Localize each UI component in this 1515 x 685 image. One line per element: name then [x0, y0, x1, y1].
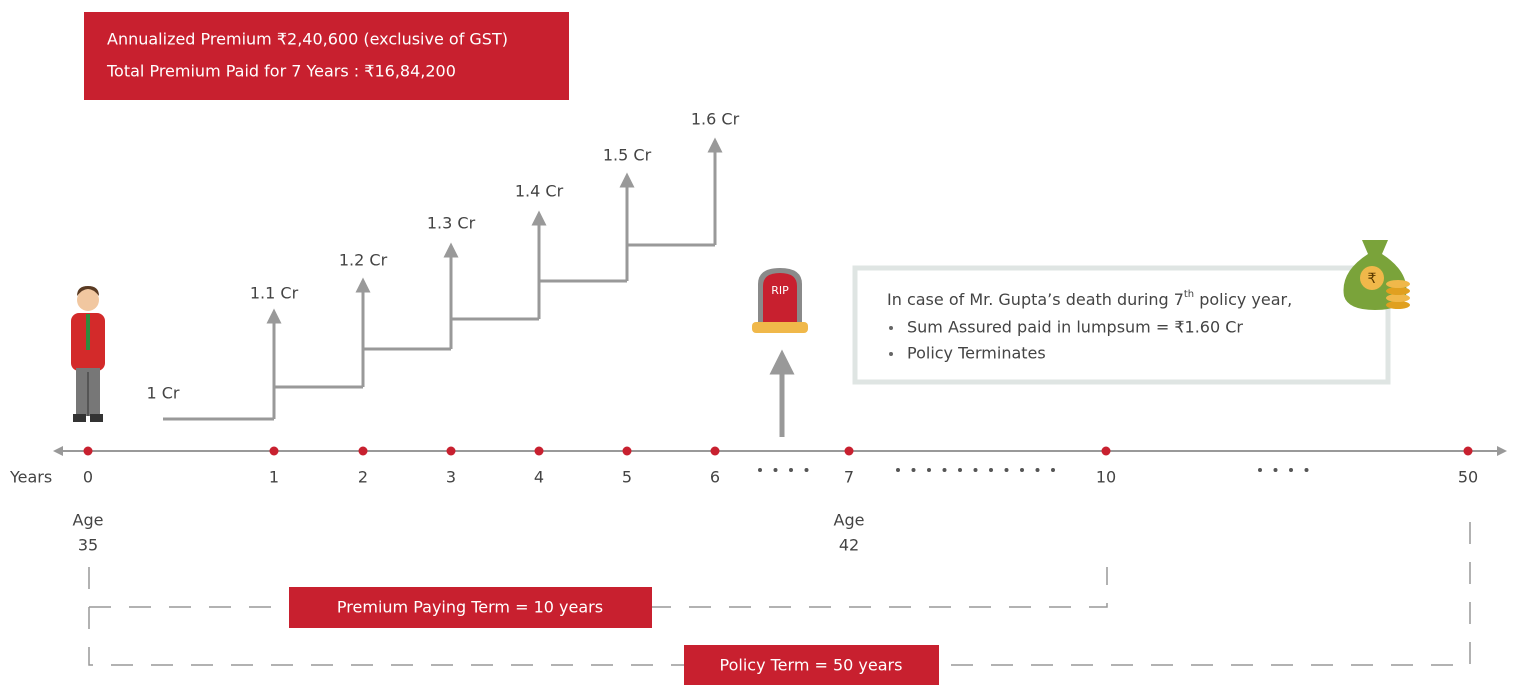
ellipsis-dot — [1274, 468, 1278, 472]
pt-label: Policy Term = 50 years — [720, 656, 903, 675]
ellipsis-dot — [974, 468, 978, 472]
ellipsis-dot — [1051, 468, 1055, 472]
timeline-dot — [845, 447, 854, 456]
tombstone-text: RIP — [771, 284, 789, 297]
ellipsis-dot — [912, 468, 916, 472]
timeline-tick: 50 — [1458, 468, 1478, 487]
timeline-tick: 7 — [844, 468, 854, 487]
timeline-dot — [1102, 447, 1111, 456]
timeline-tick: 10 — [1096, 468, 1116, 487]
age-label: Age — [834, 511, 865, 530]
info-text: policy year, — [1194, 290, 1292, 309]
bullet — [889, 352, 893, 356]
ellipsis-dot — [758, 468, 762, 472]
timeline-dot — [359, 447, 368, 456]
ellipses — [758, 468, 1309, 472]
timeline-tick: 6 — [710, 468, 720, 487]
money-bag-symbol: ₹ — [1368, 271, 1377, 287]
ellipsis-dot — [1005, 468, 1009, 472]
ellipsis-dot — [1020, 468, 1024, 472]
step-label: 1.4 Cr — [515, 182, 564, 201]
ellipsis-dot — [1036, 468, 1040, 472]
timeline-tick: 5 — [622, 468, 632, 487]
timeline-tick: 4 — [534, 468, 544, 487]
ellipsis-dot — [1258, 468, 1262, 472]
timeline-dot — [1464, 447, 1473, 456]
age-value: 42 — [839, 536, 859, 555]
step-label: 1.2 Cr — [339, 251, 388, 270]
ellipsis-dot — [774, 468, 778, 472]
timeline-dot — [447, 447, 456, 456]
header-line: Annualized Premium ₹2,40,600 (exclusive … — [107, 30, 508, 49]
step-label: 1 Cr — [146, 384, 179, 403]
step-label: 1.5 Cr — [603, 146, 652, 165]
timeline-dot — [711, 447, 720, 456]
step-label: 1.6 Cr — [691, 110, 740, 129]
timeline-tick: 1 — [269, 468, 279, 487]
ellipsis-dot — [958, 468, 962, 472]
info-text: In case of Mr. Gupta’s death during 7 — [887, 290, 1184, 309]
ellipsis-dot — [943, 468, 947, 472]
ellipsis-dot — [896, 468, 900, 472]
timeline-label: Years — [9, 468, 52, 487]
ppt-label: Premium Paying Term = 10 years — [337, 598, 603, 617]
timeline-dot — [535, 447, 544, 456]
step-label: 1.1 Cr — [250, 284, 299, 303]
tombstone-icon: RIP — [752, 268, 808, 333]
timeline-dot — [270, 447, 279, 456]
age-value: 35 — [78, 536, 98, 555]
ellipsis-dot — [789, 468, 793, 472]
info-title: In case of Mr. Gupta’s death during 7th … — [887, 289, 1292, 309]
info-superscript: th — [1184, 289, 1194, 300]
ellipsis-dot — [927, 468, 931, 472]
bullet — [889, 326, 893, 330]
header-line: Total Premium Paid for 7 Years : ₹16,84,… — [106, 62, 456, 81]
money-bag-icon: ₹ — [1344, 240, 1411, 310]
age-label: Age — [73, 511, 104, 530]
timeline-tick: 0 — [83, 468, 93, 487]
timeline-dot — [84, 447, 93, 456]
sum-assured-steps: 1 Cr 1.1 Cr 1.2 Cr 1.3 Cr 1.4 Cr 1.5 Cr 1.6 Cr — [146, 110, 739, 420]
timeline-ticks: 0 1 2 3 4 5 6 7 10 50 — [83, 447, 1478, 487]
ellipsis-dot — [1289, 468, 1293, 472]
person-icon — [71, 286, 105, 422]
info-bullet: Sum Assured paid in lumpsum = ₹1.60 Cr — [907, 318, 1243, 337]
timeline-tick: 3 — [446, 468, 456, 487]
header-box — [84, 12, 569, 100]
timeline-tick: 2 — [358, 468, 368, 487]
info-bullet: Policy Terminates — [907, 344, 1046, 363]
timeline-dot — [623, 447, 632, 456]
ellipsis-dot — [1305, 468, 1309, 472]
ellipsis-dot — [805, 468, 809, 472]
diagram: Annualized Premium ₹2,40,600 (exclusive … — [0, 0, 1515, 685]
step-label: 1.3 Cr — [427, 214, 476, 233]
ellipsis-dot — [989, 468, 993, 472]
